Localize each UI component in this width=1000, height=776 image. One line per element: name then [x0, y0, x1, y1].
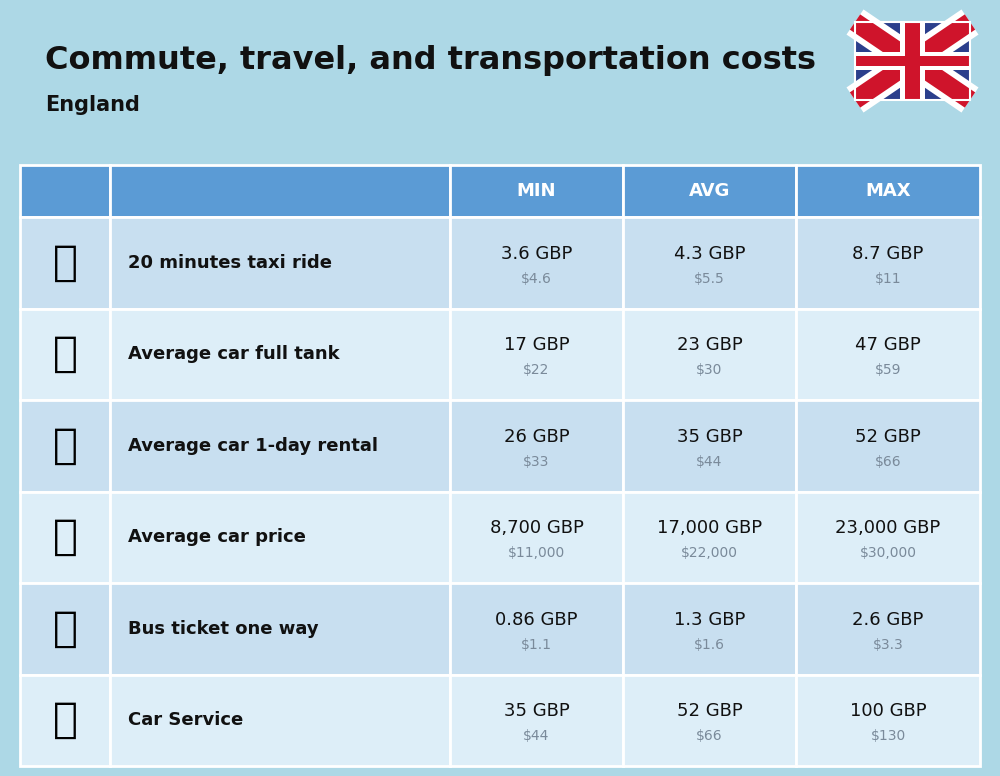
Text: 100 GBP: 100 GBP — [850, 702, 926, 720]
Text: $3.3: $3.3 — [873, 638, 903, 652]
Bar — [796, 583, 980, 674]
Text: $1.1: $1.1 — [521, 638, 552, 652]
Bar — [450, 309, 623, 400]
Text: 47 GBP: 47 GBP — [855, 336, 921, 355]
Bar — [20, 400, 110, 491]
Text: 🚗: 🚗 — [52, 516, 78, 558]
Bar — [450, 217, 623, 309]
Text: $5.5: $5.5 — [694, 272, 725, 286]
Text: Bus ticket one way: Bus ticket one way — [128, 620, 319, 638]
Text: Car Service: Car Service — [128, 712, 243, 729]
Text: 17 GBP: 17 GBP — [504, 336, 569, 355]
Bar — [905, 22, 920, 100]
Bar — [110, 165, 450, 217]
Text: Average car 1-day rental: Average car 1-day rental — [128, 437, 378, 455]
Text: Average car price: Average car price — [128, 528, 306, 546]
Bar — [900, 22, 925, 100]
Bar — [110, 583, 450, 674]
Text: $66: $66 — [875, 455, 901, 469]
Text: Average car full tank: Average car full tank — [128, 345, 340, 363]
Text: 35 GBP: 35 GBP — [677, 428, 742, 445]
Bar — [623, 400, 796, 491]
Bar — [796, 165, 980, 217]
Text: 2.6 GBP: 2.6 GBP — [852, 611, 924, 629]
Bar — [450, 583, 623, 674]
Bar — [623, 217, 796, 309]
Bar — [110, 400, 450, 491]
Bar — [450, 165, 623, 217]
Text: 1.3 GBP: 1.3 GBP — [674, 611, 745, 629]
Bar — [796, 309, 980, 400]
Text: $33: $33 — [523, 455, 550, 469]
Bar — [623, 491, 796, 583]
Bar — [855, 56, 970, 66]
Bar — [20, 583, 110, 674]
Text: 0.86 GBP: 0.86 GBP — [495, 611, 578, 629]
Bar — [20, 165, 110, 217]
Bar — [796, 674, 980, 766]
Text: ⛽: ⛽ — [52, 333, 78, 376]
Text: $11: $11 — [875, 272, 901, 286]
Text: England: England — [45, 95, 140, 115]
Text: $66: $66 — [696, 729, 723, 743]
Text: 🚌: 🚌 — [52, 608, 78, 650]
Bar — [623, 674, 796, 766]
Bar — [623, 309, 796, 400]
Bar — [450, 491, 623, 583]
Bar — [20, 674, 110, 766]
Text: MAX: MAX — [865, 182, 911, 200]
Bar — [623, 583, 796, 674]
Text: $44: $44 — [696, 455, 723, 469]
Bar — [796, 217, 980, 309]
Bar — [20, 491, 110, 583]
Text: 8,700 GBP: 8,700 GBP — [490, 519, 583, 537]
Bar — [796, 491, 980, 583]
Text: Commute, travel, and transportation costs: Commute, travel, and transportation cost… — [45, 45, 816, 76]
Bar — [623, 165, 796, 217]
Text: 20 minutes taxi ride: 20 minutes taxi ride — [128, 254, 332, 272]
Bar — [20, 309, 110, 400]
Bar — [855, 53, 970, 70]
Bar — [110, 491, 450, 583]
Text: $11,000: $11,000 — [508, 546, 565, 560]
Text: 52 GBP: 52 GBP — [855, 428, 921, 445]
Text: 3.6 GBP: 3.6 GBP — [501, 244, 572, 263]
Bar — [20, 217, 110, 309]
Text: $44: $44 — [523, 729, 550, 743]
Text: MIN: MIN — [517, 182, 556, 200]
Text: 🔧: 🔧 — [52, 699, 78, 741]
Text: 26 GBP: 26 GBP — [504, 428, 569, 445]
Text: $22,000: $22,000 — [681, 546, 738, 560]
Text: $59: $59 — [875, 363, 901, 377]
Text: $22: $22 — [523, 363, 550, 377]
Text: $30: $30 — [696, 363, 723, 377]
Text: $1.6: $1.6 — [694, 638, 725, 652]
Text: $4.6: $4.6 — [521, 272, 552, 286]
Text: AVG: AVG — [689, 182, 730, 200]
Bar — [796, 400, 980, 491]
Text: 🚕: 🚕 — [52, 242, 78, 284]
Text: 23 GBP: 23 GBP — [677, 336, 742, 355]
Text: $30,000: $30,000 — [860, 546, 916, 560]
Text: 4.3 GBP: 4.3 GBP — [674, 244, 745, 263]
Bar — [110, 309, 450, 400]
Bar — [450, 400, 623, 491]
Text: 8.7 GBP: 8.7 GBP — [852, 244, 924, 263]
Bar — [450, 674, 623, 766]
Text: $130: $130 — [870, 729, 906, 743]
Text: 23,000 GBP: 23,000 GBP — [835, 519, 941, 537]
Text: 🚙: 🚙 — [52, 424, 78, 466]
Bar — [110, 674, 450, 766]
Text: 52 GBP: 52 GBP — [677, 702, 742, 720]
Bar — [855, 22, 970, 100]
Text: 17,000 GBP: 17,000 GBP — [657, 519, 762, 537]
Bar — [110, 217, 450, 309]
Text: 35 GBP: 35 GBP — [504, 702, 569, 720]
Bar — [855, 22, 970, 100]
